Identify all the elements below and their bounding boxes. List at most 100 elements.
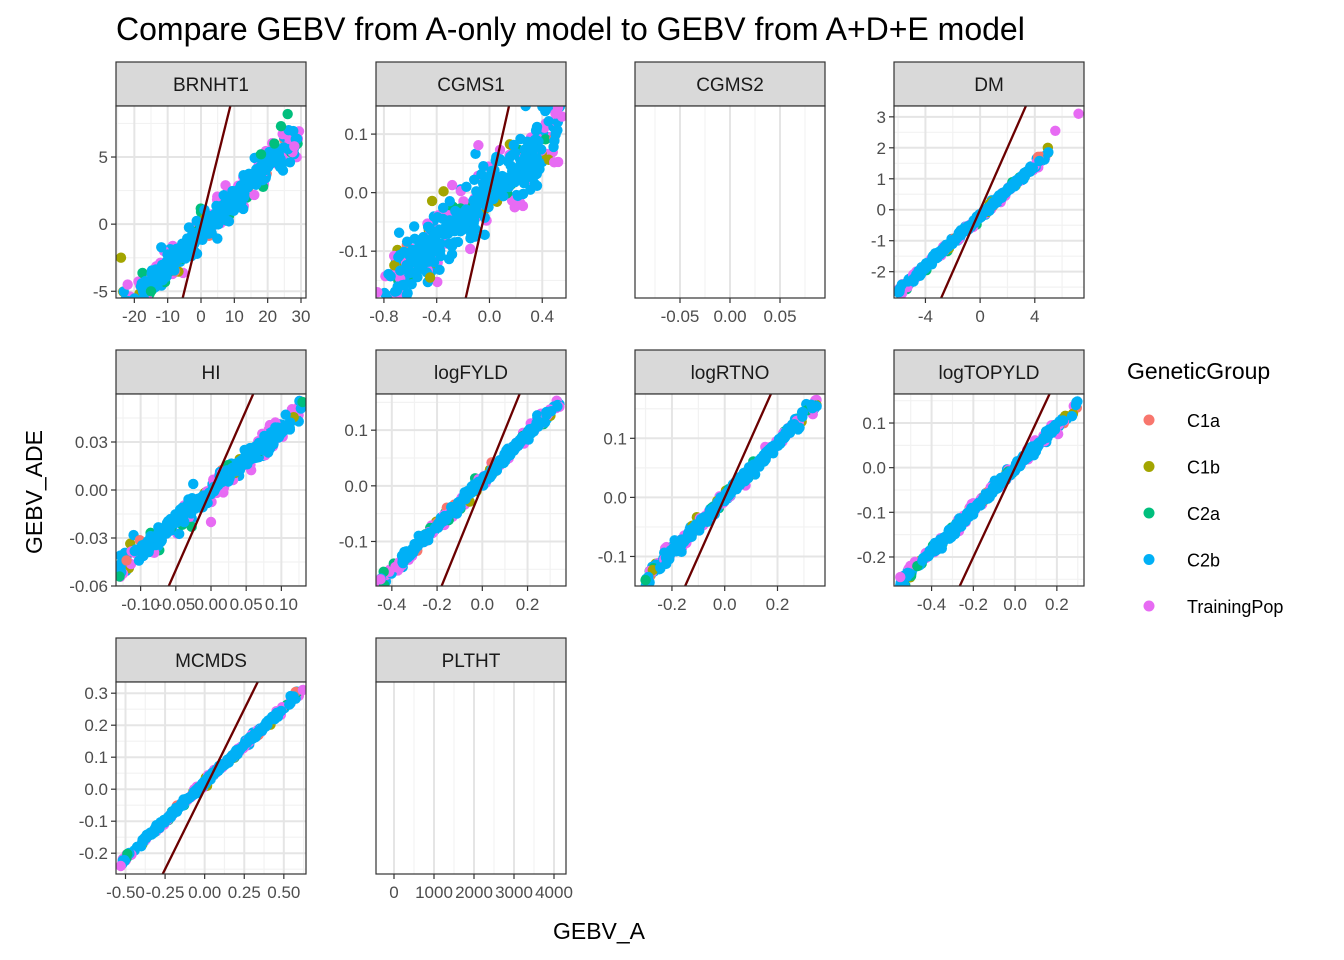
points xyxy=(640,394,822,586)
data-point xyxy=(220,180,231,191)
y-tick-label: 0.1 xyxy=(862,414,886,433)
data-point xyxy=(515,435,527,447)
data-point xyxy=(453,496,465,508)
data-point xyxy=(212,204,223,215)
data-point xyxy=(953,231,964,242)
data-point xyxy=(469,231,480,242)
data-point xyxy=(754,458,765,470)
strip-background xyxy=(115,637,307,683)
data-point xyxy=(437,213,449,225)
x-axis-title: GEBV_A xyxy=(553,918,646,944)
y-tick-label: 1 xyxy=(877,170,886,189)
x-tick-label: 0.2 xyxy=(766,595,790,614)
data-point xyxy=(904,568,915,579)
y-tick-label: -0.1 xyxy=(857,503,886,522)
data-point xyxy=(275,120,287,132)
x-tick-label: -0.10 xyxy=(121,595,160,614)
data-point xyxy=(936,245,947,256)
strip-label: CGMS1 xyxy=(437,75,505,96)
data-point xyxy=(255,149,267,160)
x-tick-label: 4000 xyxy=(535,883,573,902)
legend-key-c2b xyxy=(1143,554,1155,565)
data-point xyxy=(422,253,433,264)
strip-background xyxy=(634,349,826,395)
strip-background xyxy=(634,61,826,107)
y-tick-label: 0.1 xyxy=(344,125,368,144)
identity-line xyxy=(464,106,511,298)
data-point xyxy=(404,267,415,279)
data-point xyxy=(225,751,236,763)
legend-key-c2a xyxy=(1143,507,1155,519)
data-point xyxy=(129,293,140,298)
data-point xyxy=(443,253,455,265)
data-point xyxy=(376,286,383,298)
data-point xyxy=(540,106,551,117)
data-point xyxy=(422,221,434,233)
x-tick-label: -4 xyxy=(918,307,933,326)
data-point xyxy=(902,276,914,287)
data-point xyxy=(465,243,476,255)
data-point xyxy=(433,519,445,531)
x-tick-label: -0.2 xyxy=(422,595,451,614)
data-point xyxy=(156,242,167,253)
panel-border xyxy=(375,393,567,587)
identity-line xyxy=(440,394,521,586)
y-tick-label: -5 xyxy=(93,282,108,301)
x-tick-label: -0.50 xyxy=(106,883,145,902)
y-tick-label: 0.1 xyxy=(603,429,627,448)
data-point xyxy=(188,478,199,490)
data-point xyxy=(894,286,905,298)
data-point xyxy=(170,254,182,265)
data-point xyxy=(549,135,560,147)
data-point xyxy=(442,228,454,239)
data-point xyxy=(527,144,539,156)
x-tick-label: 0.2 xyxy=(1045,595,1069,614)
data-point xyxy=(498,457,510,468)
data-point xyxy=(1057,415,1069,426)
data-point xyxy=(223,216,235,227)
data-point xyxy=(525,184,536,195)
data-point xyxy=(479,229,490,241)
y-tick-label: -0.1 xyxy=(79,812,108,831)
panel-border xyxy=(893,105,1085,299)
data-point xyxy=(401,236,413,247)
y-tick-label: -0.1 xyxy=(598,547,627,566)
data-point xyxy=(297,396,306,408)
y-tick-label: 0.0 xyxy=(344,184,368,203)
data-point xyxy=(385,271,396,282)
data-point xyxy=(376,574,386,585)
data-point xyxy=(174,528,185,540)
y-tick-label: 0.1 xyxy=(344,421,368,440)
data-point xyxy=(408,221,420,232)
y-tick-label: -0.2 xyxy=(857,548,886,567)
strip-background xyxy=(375,349,567,395)
data-point xyxy=(171,243,182,254)
data-point xyxy=(989,482,1001,494)
data-point xyxy=(425,235,436,247)
data-point xyxy=(529,134,541,145)
data-point xyxy=(941,530,952,542)
x-tick-label: -0.4 xyxy=(917,595,946,614)
data-point xyxy=(796,406,808,418)
panel-border xyxy=(115,105,307,299)
y-tick-label: 0.0 xyxy=(603,488,627,507)
data-point xyxy=(746,465,757,476)
data-point xyxy=(205,516,217,528)
x-tick-label: 4 xyxy=(1030,307,1039,326)
data-point xyxy=(282,108,293,120)
data-point xyxy=(121,555,132,566)
identity-line xyxy=(167,394,255,586)
panel-brnht1: BRNHT1 -20 -10 0 10 20 30 -5 0 5 xyxy=(93,61,310,326)
data-point xyxy=(759,451,771,462)
x-tick-label: 0.00 xyxy=(188,883,221,902)
data-point xyxy=(147,269,159,280)
data-point xyxy=(141,829,153,841)
x-tick-label: 0.50 xyxy=(267,883,300,902)
y-tick-label: 5 xyxy=(99,148,108,167)
data-point xyxy=(268,426,279,438)
data-point xyxy=(516,159,528,171)
data-point xyxy=(469,174,480,185)
strip-label: MCMDS xyxy=(175,651,247,672)
data-point xyxy=(446,241,458,252)
